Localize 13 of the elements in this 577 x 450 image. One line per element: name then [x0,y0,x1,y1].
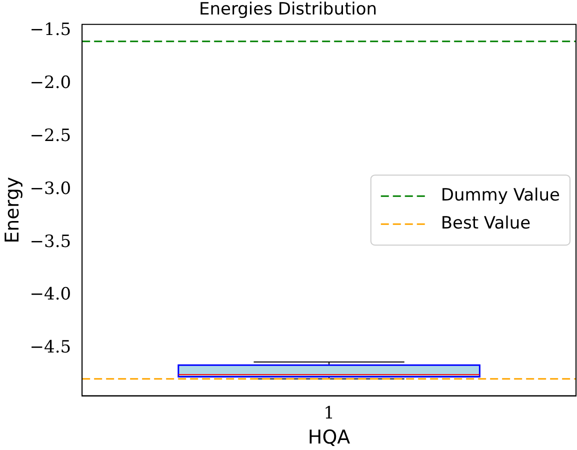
y-tick-label: −2.5 [30,126,72,146]
y-tick-label: −4.0 [30,284,72,305]
x-tick-label: 1 [324,403,334,424]
legend-label: Best Value [440,214,531,234]
y-tick-label: −2.0 [30,73,72,94]
x-axis-title: HQA [308,426,350,449]
y-tick-label: −3.0 [30,178,72,199]
chart-title: Energies Distribution [198,0,378,20]
legend-label: Dummy Value [440,186,560,206]
y-tick-label: −1.5 [30,20,72,40]
y-tick-label: −4.5 [30,338,72,358]
y-axis-title: Energy [1,176,24,244]
y-tick-label: −3.5 [30,232,72,252]
